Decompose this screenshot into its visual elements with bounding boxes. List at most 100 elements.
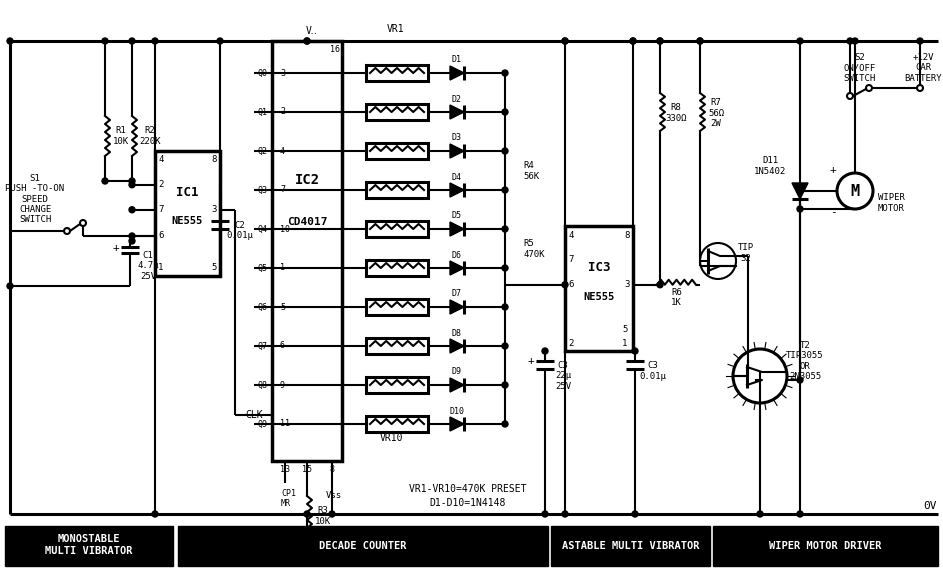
Text: D7: D7 bbox=[452, 289, 462, 299]
Text: VR10: VR10 bbox=[379, 433, 403, 443]
Circle shape bbox=[502, 148, 508, 154]
Bar bbox=[366, 65, 428, 81]
Text: S1
PUSH -TO-ON
SPEED
CHANGE
SWITCH: S1 PUSH -TO-ON SPEED CHANGE SWITCH bbox=[6, 174, 64, 224]
Bar bbox=[713, 526, 938, 566]
Text: 6: 6 bbox=[569, 280, 573, 289]
Text: Q2: Q2 bbox=[257, 147, 267, 155]
Text: MONOSTABLE: MONOSTABLE bbox=[58, 534, 121, 544]
Circle shape bbox=[64, 228, 70, 234]
Circle shape bbox=[102, 178, 108, 184]
Text: +12V
CAR
BATTERY: +12V CAR BATTERY bbox=[904, 53, 942, 83]
Circle shape bbox=[129, 182, 135, 188]
Circle shape bbox=[847, 38, 853, 44]
Text: 8: 8 bbox=[329, 464, 335, 473]
Text: CP1: CP1 bbox=[281, 489, 296, 497]
Text: 5: 5 bbox=[211, 263, 217, 272]
Text: 0V: 0V bbox=[923, 501, 936, 511]
Bar bbox=[366, 143, 428, 159]
Text: D5: D5 bbox=[452, 211, 462, 220]
Circle shape bbox=[502, 109, 508, 115]
Text: VR1-VR10=470K PRESET: VR1-VR10=470K PRESET bbox=[409, 484, 527, 494]
Bar bbox=[155, 151, 220, 276]
Text: 15: 15 bbox=[302, 464, 312, 473]
Text: 6: 6 bbox=[158, 231, 164, 240]
Text: IC2: IC2 bbox=[294, 172, 320, 187]
Text: C3
0.01µ: C3 0.01µ bbox=[639, 361, 667, 381]
Circle shape bbox=[697, 38, 703, 44]
Circle shape bbox=[502, 265, 508, 271]
Text: IC3: IC3 bbox=[587, 261, 610, 274]
Text: D9: D9 bbox=[452, 368, 462, 376]
Circle shape bbox=[502, 421, 508, 427]
Text: 4: 4 bbox=[280, 147, 285, 155]
Circle shape bbox=[129, 178, 135, 184]
Text: R6
1K: R6 1K bbox=[671, 288, 682, 307]
Text: WIPER
MOTOR: WIPER MOTOR bbox=[878, 194, 905, 213]
Text: MR: MR bbox=[281, 498, 291, 508]
Text: 8: 8 bbox=[211, 155, 217, 164]
Circle shape bbox=[217, 38, 223, 44]
Circle shape bbox=[797, 206, 803, 212]
Circle shape bbox=[152, 511, 158, 517]
Text: Q4: Q4 bbox=[257, 224, 267, 234]
Bar bbox=[366, 182, 428, 198]
Text: Vss: Vss bbox=[326, 490, 342, 500]
Text: S2
ON/OFF
SWITCH: S2 ON/OFF SWITCH bbox=[844, 53, 876, 83]
Text: +: + bbox=[112, 243, 120, 253]
Text: M: M bbox=[851, 183, 860, 199]
Bar bbox=[272, 41, 342, 461]
Text: 3: 3 bbox=[280, 69, 285, 78]
Text: 7: 7 bbox=[158, 205, 164, 214]
Circle shape bbox=[329, 511, 335, 517]
Circle shape bbox=[797, 377, 803, 383]
Circle shape bbox=[129, 207, 135, 213]
Text: R2
220K: R2 220K bbox=[140, 126, 160, 146]
Text: 1: 1 bbox=[622, 339, 628, 348]
Text: 11: 11 bbox=[280, 420, 290, 428]
Text: 8: 8 bbox=[624, 231, 630, 239]
Text: 5: 5 bbox=[280, 303, 285, 312]
Text: ASTABLE MULTI VIBRATOR: ASTABLE MULTI VIBRATOR bbox=[562, 541, 700, 551]
Text: D10: D10 bbox=[450, 407, 465, 416]
Bar bbox=[366, 377, 428, 393]
Polygon shape bbox=[450, 339, 464, 353]
Circle shape bbox=[129, 38, 135, 44]
Text: Q0: Q0 bbox=[257, 69, 267, 78]
Text: Q3: Q3 bbox=[257, 186, 267, 195]
Circle shape bbox=[562, 38, 568, 44]
Polygon shape bbox=[450, 378, 464, 392]
Text: Q9: Q9 bbox=[257, 420, 267, 428]
Text: +: + bbox=[830, 165, 836, 175]
Circle shape bbox=[757, 511, 763, 517]
Text: -: - bbox=[830, 207, 836, 217]
Text: D6: D6 bbox=[452, 251, 462, 259]
Bar bbox=[178, 526, 548, 566]
Text: D4: D4 bbox=[452, 172, 462, 182]
Text: D8: D8 bbox=[452, 328, 462, 337]
Circle shape bbox=[102, 38, 108, 44]
Bar bbox=[565, 226, 633, 351]
Text: +: + bbox=[528, 356, 535, 366]
Circle shape bbox=[797, 511, 803, 517]
Polygon shape bbox=[450, 105, 464, 119]
Polygon shape bbox=[792, 183, 808, 199]
Text: 2: 2 bbox=[569, 339, 573, 348]
Circle shape bbox=[502, 343, 508, 349]
Circle shape bbox=[542, 348, 548, 354]
Bar bbox=[366, 416, 428, 432]
Text: Q8: Q8 bbox=[257, 380, 267, 389]
Text: MULTI VIBRATOR: MULTI VIBRATOR bbox=[45, 546, 133, 556]
Text: NE555: NE555 bbox=[584, 292, 615, 302]
Circle shape bbox=[797, 38, 803, 44]
Text: 4: 4 bbox=[569, 231, 573, 239]
Circle shape bbox=[630, 38, 636, 44]
Text: Q1: Q1 bbox=[257, 107, 267, 116]
Circle shape bbox=[562, 282, 568, 288]
Polygon shape bbox=[450, 222, 464, 236]
Text: 16: 16 bbox=[330, 45, 340, 54]
Text: ..: .. bbox=[309, 29, 318, 35]
Circle shape bbox=[657, 38, 663, 44]
Circle shape bbox=[502, 382, 508, 388]
Circle shape bbox=[797, 188, 803, 194]
Text: 1: 1 bbox=[280, 263, 285, 272]
